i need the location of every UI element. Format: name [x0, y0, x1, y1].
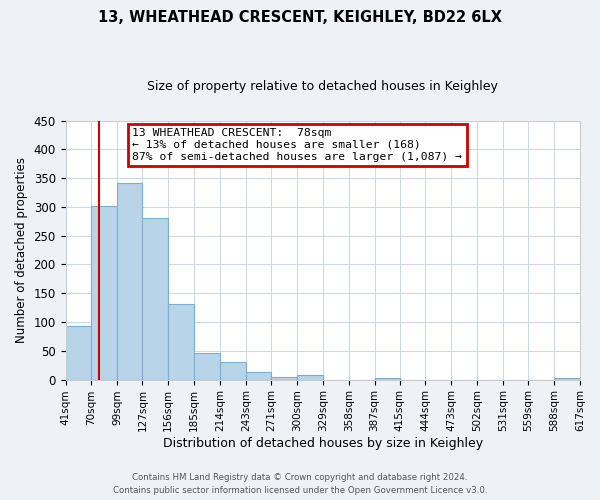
Bar: [91, 206, 118, 380]
Bar: [297, 375, 323, 380]
Bar: [142, 218, 168, 380]
Bar: [374, 378, 400, 380]
Bar: [246, 372, 271, 380]
Text: Contains HM Land Registry data © Crown copyright and database right 2024.
Contai: Contains HM Land Registry data © Crown c…: [113, 474, 487, 495]
Bar: [118, 184, 142, 380]
X-axis label: Distribution of detached houses by size in Keighley: Distribution of detached houses by size …: [163, 437, 483, 450]
Bar: [65, 326, 91, 380]
Bar: [168, 304, 194, 380]
Bar: [271, 376, 297, 380]
Bar: [194, 352, 220, 380]
Bar: [220, 362, 246, 380]
Y-axis label: Number of detached properties: Number of detached properties: [15, 157, 28, 343]
Title: Size of property relative to detached houses in Keighley: Size of property relative to detached ho…: [148, 80, 498, 93]
Bar: [554, 378, 580, 380]
Text: 13, WHEATHEAD CRESCENT, KEIGHLEY, BD22 6LX: 13, WHEATHEAD CRESCENT, KEIGHLEY, BD22 6…: [98, 10, 502, 25]
Text: 13 WHEATHEAD CRESCENT:  78sqm
← 13% of detached houses are smaller (168)
87% of : 13 WHEATHEAD CRESCENT: 78sqm ← 13% of de…: [133, 128, 463, 162]
